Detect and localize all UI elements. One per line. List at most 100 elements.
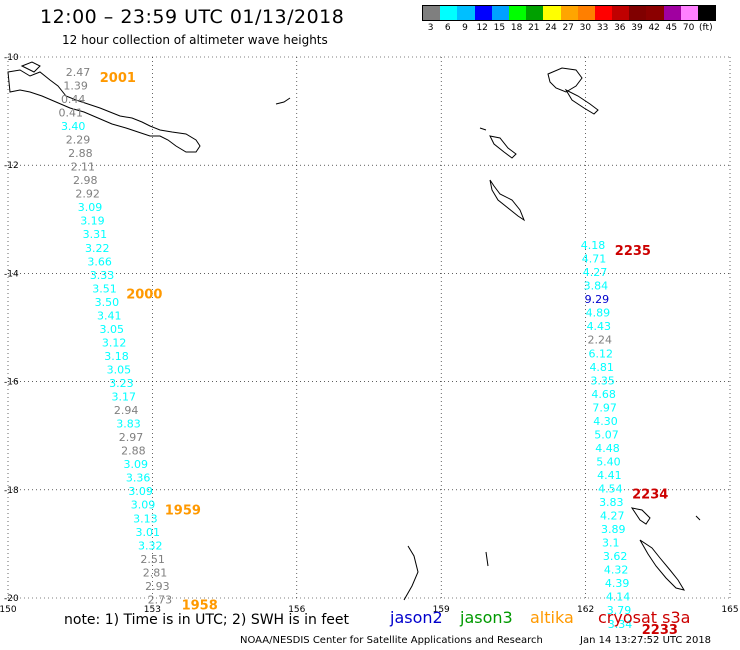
wave-height-value: 3.79 xyxy=(607,604,632,617)
legend-swatch xyxy=(594,6,613,20)
altimeter-tracks: 2.471.390.440.413.402.292.882.112.982.92… xyxy=(59,66,678,638)
wave-height-value: 2.29 xyxy=(66,134,91,147)
wave-height-value: 4.18 xyxy=(581,239,606,252)
y-tick-label: -14 xyxy=(4,269,19,279)
wave-height-value: 2.47 xyxy=(66,66,91,79)
coastline-solomon-d xyxy=(489,135,517,159)
legend-swatch xyxy=(457,6,475,20)
wave-height-value: 2.92 xyxy=(75,188,100,201)
wave-height-value: 2.24 xyxy=(588,334,613,347)
wave-height-value: 4.43 xyxy=(587,320,612,333)
wave-height-value: 3.33 xyxy=(90,269,115,282)
wave-height-value: 2.11 xyxy=(71,161,96,174)
sat-label-jason3: jason3 xyxy=(460,608,513,627)
wave-height-value: 4.39 xyxy=(605,577,630,590)
pass-time-label: 1958 xyxy=(182,598,218,613)
legend-label: 30 xyxy=(579,23,592,33)
wave-height-value: 2.88 xyxy=(121,445,146,458)
pass-time-label: 2000 xyxy=(126,287,162,302)
legend-swatch xyxy=(423,6,441,20)
wave-height-value: 3.01 xyxy=(136,526,161,539)
wave-height-value: 3.09 xyxy=(78,201,103,214)
wave-height-value: 3.41 xyxy=(97,309,122,322)
page-subtitle: 12 hour collection of altimeter wave hei… xyxy=(62,33,328,47)
legend-swatch xyxy=(543,6,561,20)
legend-label: 18 xyxy=(510,23,523,33)
legend-swatch xyxy=(440,6,458,20)
wave-height-value: 3.17 xyxy=(111,391,136,404)
wave-height-value: 2.97 xyxy=(119,431,144,444)
wave-height-value: 3.36 xyxy=(126,472,151,485)
wave-height-value: 3.23 xyxy=(109,377,134,390)
wave-height-value: 9.29 xyxy=(585,293,610,306)
footer-credit: NOAA/NESDIS Center for Satellite Applica… xyxy=(240,635,543,646)
wave-height-value: 4.27 xyxy=(583,266,608,279)
wave-height-value: 3.40 xyxy=(61,120,86,133)
sat-label-jason2: jason2 xyxy=(390,608,443,627)
legend-label: 45 xyxy=(665,23,678,33)
legend-swatch xyxy=(474,6,492,20)
wave-height-value: 5.40 xyxy=(596,455,621,468)
coastline-island-b xyxy=(275,97,291,105)
coastlines xyxy=(7,61,701,601)
wave-height-value: 2.88 xyxy=(68,147,93,160)
wave-height-value: 3.18 xyxy=(104,350,128,363)
wave-height-value: 7.97 xyxy=(592,401,617,414)
coastline-reef xyxy=(403,545,419,601)
coastline-new-caledonia xyxy=(639,539,686,591)
legend-label: 24 xyxy=(545,23,557,33)
coastline-new-guinea xyxy=(7,69,201,153)
wave-height-value: 3.1 xyxy=(602,537,620,550)
wave-height-value: 3.32 xyxy=(138,539,163,552)
legend-swatch xyxy=(508,6,527,20)
legend-label: 21 xyxy=(528,23,540,33)
wave-height-value: 3.84 xyxy=(584,280,609,293)
legend-swatch xyxy=(577,6,595,20)
y-tick-label: -12 xyxy=(4,161,19,171)
wave-height-value: 4.89 xyxy=(586,307,611,320)
wave-height-value: 6.12 xyxy=(588,347,613,360)
legend-swatch xyxy=(560,6,578,20)
wave-height-value: 4.14 xyxy=(606,591,631,604)
wave-height-value: 2.98 xyxy=(73,174,98,187)
map-grid: 150 153 156 159 162 165 -10 -12 -14 -16 -18 -20 xyxy=(0,53,739,615)
color-legend: 3 6 9 12 15 18 21 24 27 30 33 36 39 42 45 70 (ft) xyxy=(422,5,717,33)
coastline-solomon-a xyxy=(547,67,583,93)
wave-height-value: 3.05 xyxy=(99,323,124,336)
wave-height-value: 4.30 xyxy=(593,415,618,428)
legend-swatch xyxy=(698,6,716,20)
legend-label: 3 xyxy=(427,23,434,33)
sat-label-cryosat: cryosat s3a xyxy=(598,608,691,627)
wave-height-value: 4.27 xyxy=(600,510,625,523)
y-tick-label: -18 xyxy=(4,486,19,496)
legend-swatch xyxy=(491,6,509,20)
legend-label: 9 xyxy=(462,23,468,33)
wave-height-value: 4.41 xyxy=(597,469,622,482)
x-tick-label: 162 xyxy=(577,605,594,615)
wave-height-value: 3.89 xyxy=(601,523,626,536)
legend-label: 70 xyxy=(682,23,695,33)
legend-swatch xyxy=(526,6,544,20)
wave-height-value: 3.19 xyxy=(80,215,105,228)
x-tick-label: 165 xyxy=(721,605,738,615)
sat-label-altika: altika xyxy=(530,608,574,627)
coastline-island-a xyxy=(20,61,41,73)
wave-height-value: 3.50 xyxy=(95,296,120,309)
page-title: 12:00 – 23:59 UTC 01/13/2018 xyxy=(40,6,345,28)
pass-time-label: 2001 xyxy=(100,71,136,86)
legend-swatch xyxy=(629,6,647,20)
y-tick-label: -20 xyxy=(4,594,19,604)
x-tick-label: 150 xyxy=(0,605,17,615)
legend-label: 6 xyxy=(444,23,451,33)
wave-height-value: 3.09 xyxy=(131,499,156,512)
coastline-solomon-c xyxy=(479,127,487,131)
wave-height-value: 3.12 xyxy=(102,336,127,349)
x-tick-label: 159 xyxy=(433,605,450,615)
wave-height-value: 3.83 xyxy=(116,418,141,431)
wave-height-value: 3.09 xyxy=(124,458,148,471)
wave-height-value: 3.83 xyxy=(599,496,624,509)
x-tick-label: 156 xyxy=(288,605,305,615)
y-tick-label: -16 xyxy=(4,378,19,388)
legend-label: 12 xyxy=(476,23,488,33)
legend-label: 15 xyxy=(493,23,506,33)
